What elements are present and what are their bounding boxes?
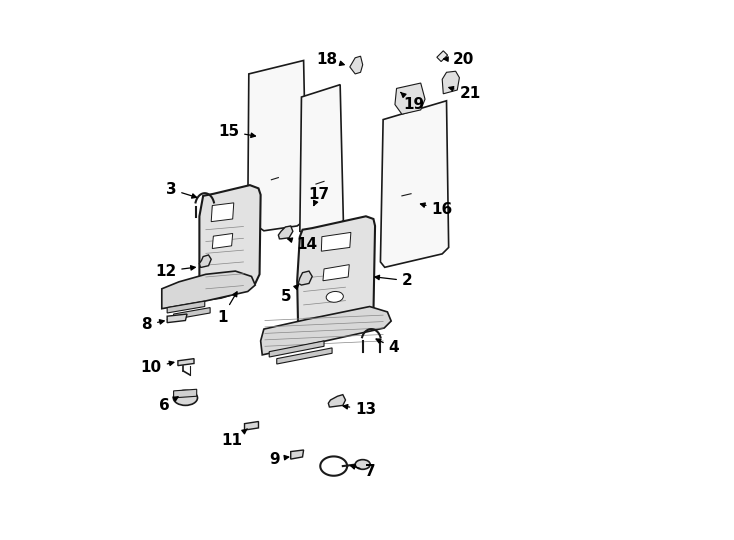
Text: 3: 3 (166, 182, 197, 198)
Polygon shape (323, 265, 349, 281)
Text: 21: 21 (449, 86, 481, 102)
Polygon shape (167, 301, 205, 313)
Polygon shape (200, 255, 211, 267)
Polygon shape (350, 56, 363, 74)
Polygon shape (174, 389, 197, 398)
Polygon shape (297, 217, 375, 339)
Polygon shape (380, 101, 448, 267)
Text: 1: 1 (217, 292, 237, 325)
Polygon shape (298, 271, 312, 285)
Polygon shape (174, 308, 210, 320)
Polygon shape (244, 422, 258, 430)
Polygon shape (278, 226, 293, 239)
Text: 16: 16 (421, 202, 453, 217)
Polygon shape (442, 71, 459, 94)
Text: 20: 20 (443, 52, 474, 67)
Polygon shape (167, 314, 187, 322)
Text: 15: 15 (218, 124, 255, 139)
Polygon shape (269, 341, 324, 357)
Polygon shape (277, 348, 332, 364)
Ellipse shape (173, 390, 197, 406)
Text: 19: 19 (401, 92, 425, 112)
Polygon shape (178, 359, 194, 366)
Text: 4: 4 (376, 339, 399, 355)
Text: 2: 2 (375, 273, 413, 288)
Text: 14: 14 (288, 237, 317, 252)
Ellipse shape (355, 460, 370, 469)
Text: 8: 8 (142, 318, 164, 332)
Ellipse shape (326, 292, 344, 302)
Polygon shape (321, 232, 351, 251)
Text: 17: 17 (308, 187, 329, 206)
Text: 9: 9 (269, 451, 288, 467)
Text: 10: 10 (141, 360, 174, 375)
Text: 13: 13 (344, 402, 377, 417)
Text: 11: 11 (222, 429, 247, 448)
Polygon shape (437, 51, 448, 62)
Text: 12: 12 (155, 264, 195, 279)
Text: 7: 7 (351, 464, 376, 479)
Polygon shape (395, 83, 425, 114)
Polygon shape (300, 85, 344, 235)
Polygon shape (291, 450, 304, 459)
Polygon shape (328, 395, 346, 407)
Polygon shape (261, 307, 391, 355)
Text: 6: 6 (159, 397, 178, 413)
Polygon shape (200, 185, 261, 300)
Polygon shape (248, 60, 307, 231)
Text: 18: 18 (316, 52, 344, 67)
Text: 5: 5 (281, 285, 299, 305)
Polygon shape (211, 203, 233, 221)
Polygon shape (161, 271, 255, 309)
Polygon shape (212, 233, 233, 248)
